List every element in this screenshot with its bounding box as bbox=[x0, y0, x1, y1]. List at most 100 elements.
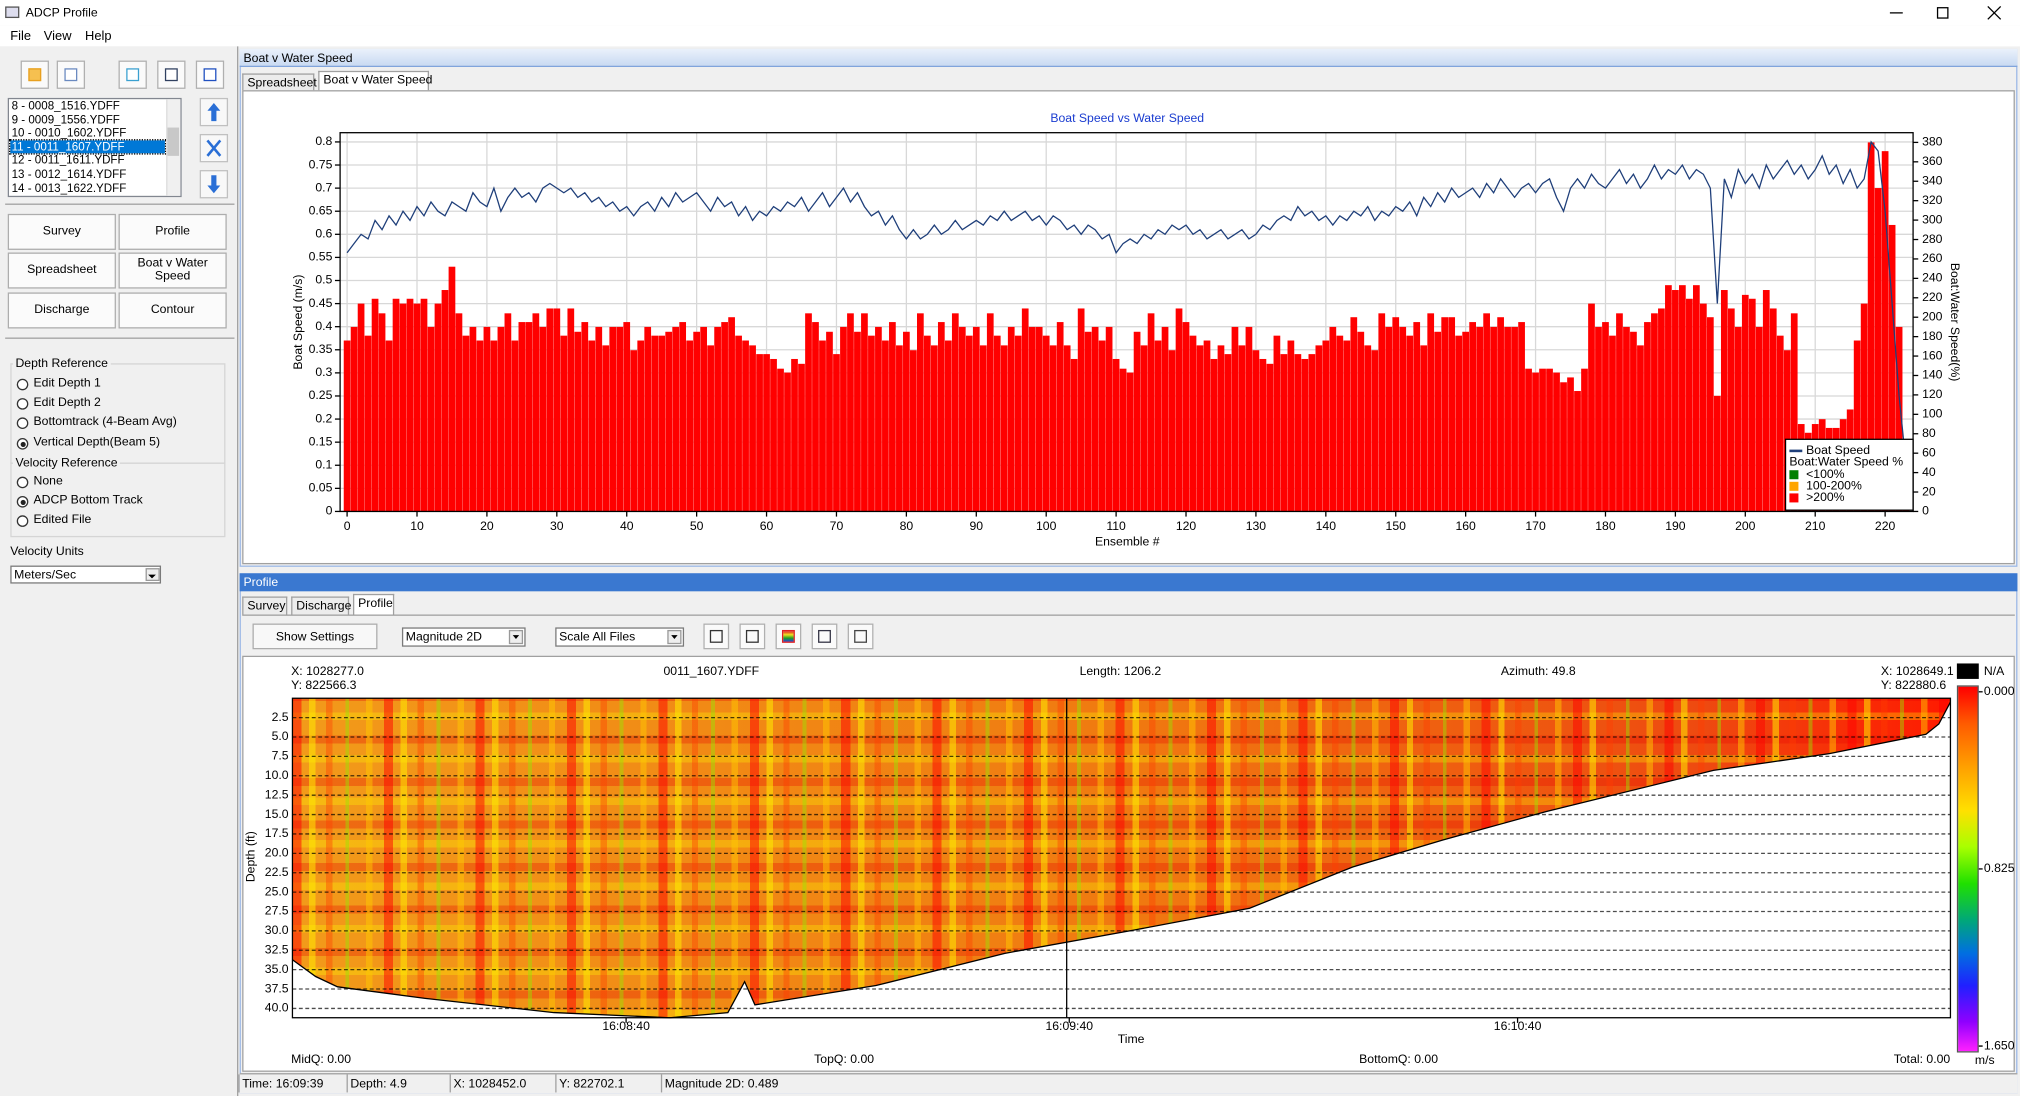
info-label: X: 1028277.0 bbox=[291, 665, 364, 679]
select-value: Meters/Sec bbox=[14, 568, 76, 582]
tool-icon bbox=[746, 630, 759, 643]
status-separator bbox=[238, 1074, 239, 1092]
toolbar-button[interactable] bbox=[21, 61, 49, 89]
status-field: Time: 16:09:39 bbox=[242, 1077, 323, 1091]
toolbar-button[interactable] bbox=[157, 61, 185, 89]
file-item[interactable]: 11 - 0011_1607.YDFF bbox=[10, 140, 165, 154]
na-swatch bbox=[1957, 663, 1979, 678]
separator bbox=[5, 204, 234, 205]
title-bar bbox=[0, 0, 2020, 26]
toolbar-icon bbox=[28, 68, 41, 81]
info-label: X: 1028649.1 bbox=[1881, 665, 1954, 679]
toolbar-icon bbox=[126, 68, 139, 81]
nav-button[interactable]: Discharge bbox=[8, 292, 116, 328]
tab[interactable]: Profile bbox=[353, 594, 394, 615]
radio-label[interactable]: Edited File bbox=[33, 513, 91, 527]
radio-label[interactable]: Edit Depth 1 bbox=[33, 376, 100, 390]
tab[interactable]: Discharge bbox=[291, 596, 349, 614]
file-item[interactable]: 10 - 0010_1602.YDFF bbox=[10, 126, 165, 140]
radio-button[interactable] bbox=[17, 515, 29, 527]
footer-label: TopQ: 0.00 bbox=[814, 1053, 874, 1067]
select-arrow bbox=[146, 568, 160, 581]
select-value: Scale All Files bbox=[559, 630, 635, 644]
separator bbox=[5, 338, 234, 339]
status-separator bbox=[450, 1074, 451, 1092]
radio-button[interactable] bbox=[17, 496, 29, 508]
file-item[interactable]: 9 - 0009_1556.YDFF bbox=[10, 113, 165, 127]
tool-icon bbox=[710, 630, 723, 643]
file-item[interactable]: 13 - 0012_1614.YDFF bbox=[10, 167, 165, 181]
info-label: 0011_1607.YDFF bbox=[663, 665, 759, 679]
pane-title: Profile bbox=[243, 576, 278, 590]
radio-label[interactable]: Edit Depth 2 bbox=[33, 395, 100, 409]
status-separator bbox=[555, 1074, 556, 1092]
list-nav-button[interactable] bbox=[200, 98, 228, 126]
radio-button[interactable] bbox=[17, 477, 29, 489]
menu-bar bbox=[0, 26, 2020, 47]
profile-tool-button[interactable] bbox=[848, 624, 874, 650]
status-separator bbox=[347, 1074, 348, 1092]
footer-label: MidQ: 0.00 bbox=[291, 1053, 351, 1067]
pane-header bbox=[240, 573, 2018, 591]
menu-item[interactable]: View bbox=[44, 30, 72, 44]
tab[interactable]: Spreadsheet bbox=[242, 73, 314, 91]
info-label: Azimuth: 49.8 bbox=[1501, 665, 1576, 679]
status-field: Depth: 4.9 bbox=[350, 1077, 406, 1091]
info-label: Y: 822566.3 bbox=[291, 679, 356, 693]
group-label: Depth Reference bbox=[13, 357, 111, 371]
nav-button[interactable]: Spreadsheet bbox=[8, 253, 116, 289]
info-label: Y: 822880.6 bbox=[1881, 679, 1946, 693]
radio-button[interactable] bbox=[17, 417, 29, 429]
show-settings-button[interactable]: Show Settings bbox=[253, 624, 378, 650]
toolbar-button[interactable] bbox=[119, 61, 147, 89]
radio-button[interactable] bbox=[17, 379, 29, 391]
nav-button[interactable]: Profile bbox=[119, 214, 227, 250]
app-icon bbox=[5, 6, 19, 18]
toolbar-icon bbox=[64, 68, 77, 81]
list-nav-button[interactable] bbox=[200, 170, 228, 198]
info-label: Length: 1206.2 bbox=[1080, 665, 1162, 679]
tab[interactable]: Boat v Water Speed bbox=[318, 71, 429, 92]
toolbar-button[interactable] bbox=[196, 61, 224, 89]
field-label: Velocity Units bbox=[10, 545, 83, 559]
radio-label[interactable]: Bottomtrack (4-Beam Avg) bbox=[33, 415, 176, 429]
nav-button[interactable]: Contour bbox=[119, 292, 227, 328]
profile-tool-button[interactable] bbox=[703, 624, 729, 650]
menu-item[interactable]: File bbox=[10, 30, 31, 44]
nav-button[interactable]: Boat v Water Speed bbox=[119, 253, 227, 289]
radio-label[interactable]: None bbox=[33, 474, 62, 488]
select-value: Magnitude 2D bbox=[406, 630, 482, 644]
menu-item[interactable]: Help bbox=[85, 30, 112, 44]
radio-button[interactable] bbox=[17, 438, 29, 450]
pane-header bbox=[240, 49, 2018, 67]
profile-tool-button[interactable] bbox=[739, 624, 765, 650]
toolbar-button[interactable] bbox=[57, 61, 85, 89]
status-field: Magnitude 2D: 0.489 bbox=[665, 1077, 779, 1091]
status-separator bbox=[661, 1074, 662, 1092]
tab[interactable]: Survey bbox=[242, 596, 287, 614]
toolbar-icon bbox=[204, 68, 217, 81]
colorbar-units: m/s bbox=[1975, 1054, 1995, 1068]
file-item[interactable]: 8 - 0008_1516.YDFF bbox=[10, 99, 165, 113]
radio-button[interactable] bbox=[17, 398, 29, 410]
tool-icon bbox=[818, 630, 831, 643]
status-field: X: 1028452.0 bbox=[453, 1077, 526, 1091]
chart-area bbox=[242, 90, 2015, 564]
radio-label[interactable]: Vertical Depth(Beam 5) bbox=[33, 435, 160, 449]
file-item[interactable]: 12 - 0011_1611.YDFF bbox=[10, 154, 165, 168]
file-item[interactable]: 14 - 0013_1622.YDFF bbox=[10, 181, 165, 195]
colorbar bbox=[1957, 685, 1979, 1052]
profile-tool-button[interactable] bbox=[776, 624, 802, 650]
tool-icon bbox=[782, 630, 795, 643]
list-nav-button[interactable] bbox=[200, 134, 228, 162]
radio-dot bbox=[20, 499, 25, 504]
footer-label: BottomQ: 0.00 bbox=[1359, 1053, 1438, 1067]
colorbar-na-label: N/A bbox=[1984, 665, 2004, 679]
tool-icon bbox=[854, 630, 867, 643]
radio-label[interactable]: ADCP Bottom Track bbox=[33, 493, 142, 507]
file-list: 8 - 0008_1516.YDFF9 - 0009_1556.YDFF10 -… bbox=[8, 98, 182, 197]
toolbar-icon bbox=[165, 68, 178, 81]
nav-button[interactable]: Survey bbox=[8, 214, 116, 250]
profile-tool-button[interactable] bbox=[812, 624, 838, 650]
